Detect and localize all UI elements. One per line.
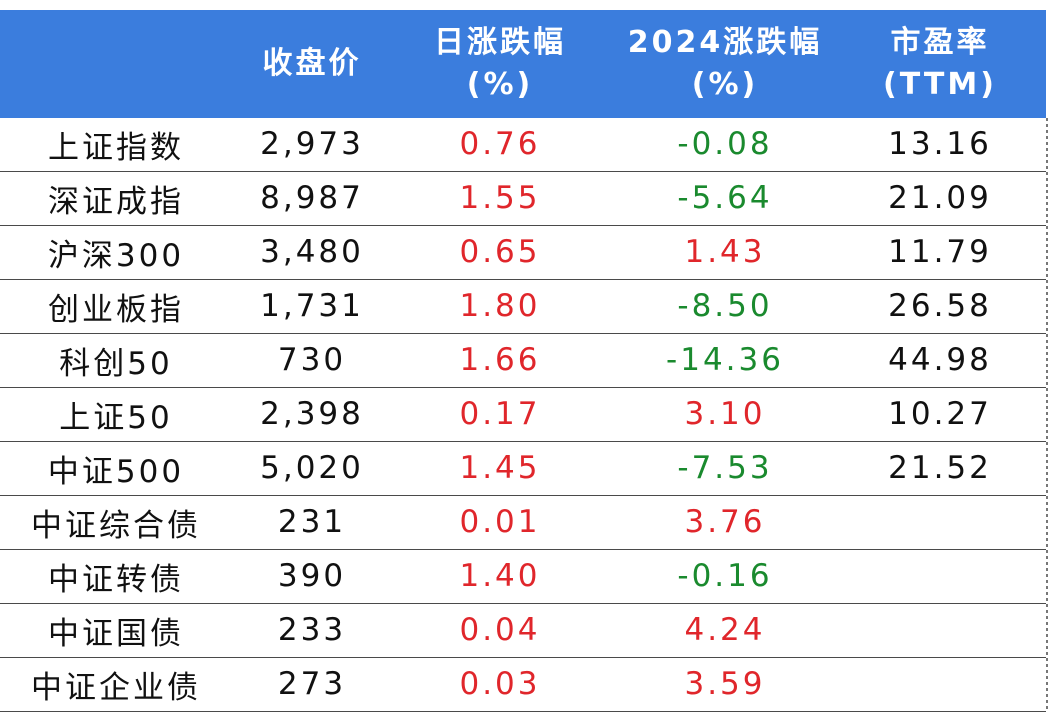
table-row: 深证成指 8,987 1.55 -5.64 21.09 bbox=[0, 172, 1046, 226]
pe-ratio-cell: 21.52 bbox=[888, 450, 992, 486]
header-daily-unit: (%) bbox=[466, 67, 534, 102]
index-name-cell: 中证国债 bbox=[48, 615, 184, 652]
header-pe-unit: (TTM) bbox=[883, 67, 997, 102]
daily-change-cell: 0.03 bbox=[459, 666, 541, 702]
index-name-cell: 中证综合债 bbox=[31, 507, 201, 544]
close-price-cell: 8,987 bbox=[260, 180, 364, 216]
daily-change-cell: 1.66 bbox=[459, 342, 541, 378]
daily-change-cell: 0.65 bbox=[459, 234, 541, 270]
close-price-cell: 3,480 bbox=[260, 234, 364, 270]
pe-ratio-cell: 10.27 bbox=[888, 396, 992, 432]
pe-ratio-cell bbox=[845, 658, 1035, 710]
daily-change-cell: 1.55 bbox=[459, 180, 541, 216]
daily-change-cell: 1.45 bbox=[459, 450, 541, 486]
header-pe-label: 市盈率 bbox=[890, 25, 990, 60]
close-price-cell: 390 bbox=[277, 558, 347, 594]
close-price-cell: 2,398 bbox=[260, 396, 364, 432]
close-price-cell: 1,731 bbox=[260, 288, 364, 324]
close-price-cell: 231 bbox=[277, 504, 347, 540]
table-body: 上证指数 2,973 0.76 -0.08 13.16 深证成指 8,987 1.55 -5.6… bbox=[0, 118, 1046, 712]
table-row: 中证500 5,020 1.45 -7.53 21.52 bbox=[0, 442, 1046, 496]
close-price-cell: 273 bbox=[277, 666, 347, 702]
pe-ratio-cell: 21.09 bbox=[888, 180, 992, 216]
close-price-cell: 5,020 bbox=[260, 450, 364, 486]
daily-change-cell: 0.17 bbox=[459, 396, 541, 432]
pe-ratio-cell bbox=[845, 496, 1035, 548]
pe-ratio-cell bbox=[845, 550, 1035, 602]
table-row: 中证转债 390 1.40 -0.16 bbox=[0, 550, 1046, 604]
table-row: 中证企业债 273 0.03 3.59 bbox=[0, 658, 1046, 712]
header-daily-label: 日涨跌幅 bbox=[434, 25, 566, 60]
pe-ratio-cell: 44.98 bbox=[888, 342, 992, 378]
index-name-cell: 沪深300 bbox=[47, 237, 185, 274]
close-price-cell: 730 bbox=[277, 342, 347, 378]
right-border bbox=[1046, 118, 1048, 712]
table-row: 科创50 730 1.66 -14.36 44.98 bbox=[0, 334, 1046, 388]
table-header: 收盘价 日涨跌幅 (%) 2024涨跌幅 (%) 市盈率 (TTM) bbox=[0, 10, 1046, 118]
pe-ratio-cell bbox=[845, 604, 1035, 656]
index-name-cell: 上证50 bbox=[59, 399, 173, 436]
table-row: 上证指数 2,973 0.76 -0.08 13.16 bbox=[0, 118, 1046, 172]
ytd-change-cell: 3.76 bbox=[684, 504, 766, 540]
daily-change-cell: 1.80 bbox=[459, 288, 541, 324]
close-price-cell: 233 bbox=[277, 612, 347, 648]
pe-ratio-cell: 11.79 bbox=[888, 234, 992, 270]
index-name-cell: 科创50 bbox=[59, 345, 173, 382]
ytd-change-cell: 1.43 bbox=[684, 234, 766, 270]
daily-change-cell: 1.40 bbox=[459, 558, 541, 594]
ytd-change-cell: 4.24 bbox=[684, 612, 766, 648]
header-ytd-unit: (%) bbox=[691, 67, 759, 102]
ytd-change-cell: 3.59 bbox=[684, 666, 766, 702]
table-row: 中证国债 233 0.04 4.24 bbox=[0, 604, 1046, 658]
ytd-change-cell: -7.53 bbox=[677, 450, 773, 486]
table-row: 沪深300 3,480 0.65 1.43 11.79 bbox=[0, 226, 1046, 280]
header-pe: 市盈率 (TTM) bbox=[845, 10, 1035, 118]
daily-change-cell: 0.01 bbox=[459, 504, 541, 540]
daily-change-cell: 0.76 bbox=[459, 126, 541, 162]
ytd-change-cell: -14.36 bbox=[666, 342, 784, 378]
header-ytd: 2024涨跌幅 (%) bbox=[610, 10, 840, 118]
pe-ratio-cell: 26.58 bbox=[888, 288, 992, 324]
ytd-change-cell: -0.16 bbox=[677, 558, 773, 594]
index-name-cell: 中证企业债 bbox=[31, 669, 201, 706]
market-table: 收盘价 日涨跌幅 (%) 2024涨跌幅 (%) 市盈率 (TTM) 上证指数 2… bbox=[0, 10, 1046, 712]
header-ytd-label: 2024涨跌幅 bbox=[627, 25, 823, 60]
table-row: 中证综合债 231 0.01 3.76 bbox=[0, 496, 1046, 550]
header-daily: 日涨跌幅 (%) bbox=[400, 10, 600, 118]
index-name-cell: 中证500 bbox=[47, 453, 185, 490]
ytd-change-cell: 3.10 bbox=[684, 396, 766, 432]
ytd-change-cell: -8.50 bbox=[677, 288, 773, 324]
close-price-cell: 2,973 bbox=[260, 126, 364, 162]
table-row: 上证50 2,398 0.17 3.10 10.27 bbox=[0, 388, 1046, 442]
ytd-change-cell: -5.64 bbox=[677, 180, 773, 216]
pe-ratio-cell: 13.16 bbox=[888, 126, 992, 162]
index-name-cell: 深证成指 bbox=[48, 183, 184, 220]
index-name-cell: 上证指数 bbox=[48, 129, 184, 166]
header-close: 收盘价 bbox=[232, 10, 392, 118]
table-row: 创业板指 1,731 1.80 -8.50 26.58 bbox=[0, 280, 1046, 334]
header-close-label: 收盘价 bbox=[262, 46, 362, 81]
index-name-cell: 创业板指 bbox=[48, 291, 184, 328]
index-name-cell: 中证转债 bbox=[48, 561, 184, 598]
daily-change-cell: 0.04 bbox=[459, 612, 541, 648]
ytd-change-cell: -0.08 bbox=[677, 126, 773, 162]
